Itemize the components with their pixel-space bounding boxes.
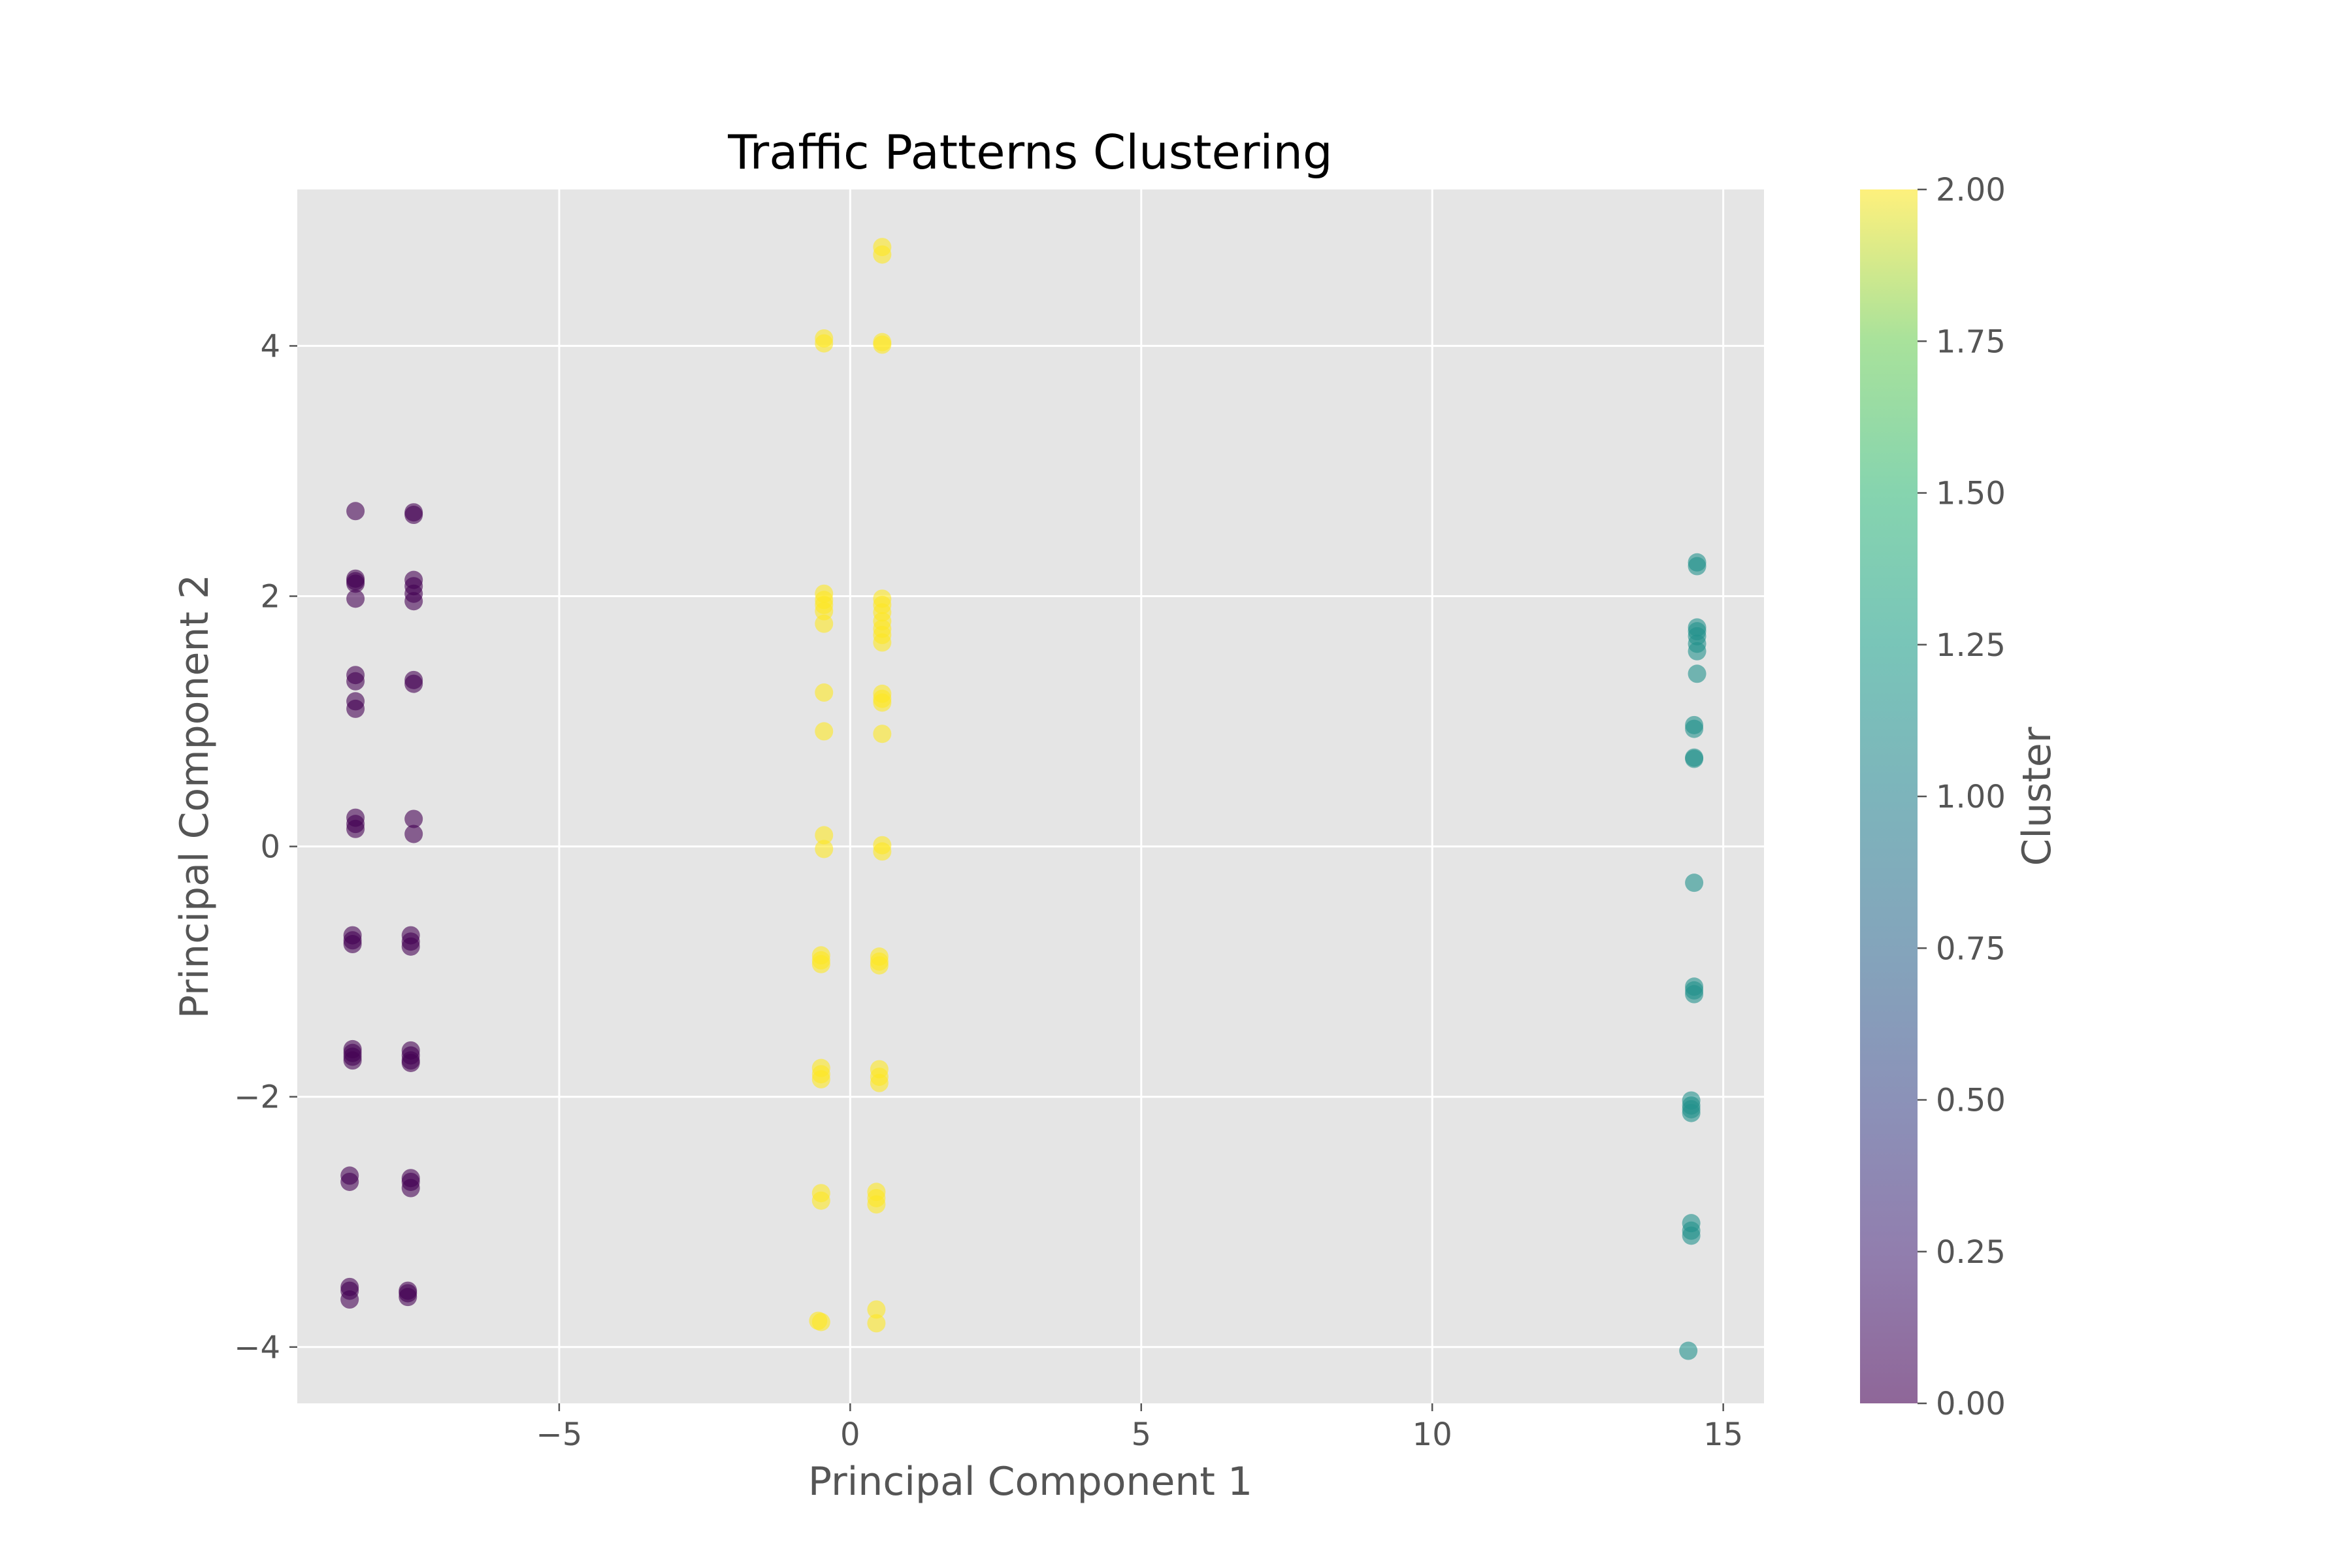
data-point-cluster-0 <box>346 699 365 718</box>
plot-background <box>297 189 1764 1403</box>
data-point-cluster-0 <box>404 506 423 525</box>
data-point-cluster-1 <box>1685 874 1704 892</box>
x-tick-label: 10 <box>1413 1416 1452 1453</box>
data-point-cluster-0 <box>399 1288 417 1307</box>
data-point-cluster-2 <box>815 826 834 845</box>
colorbar-tick-label: 0.75 <box>1936 930 2006 967</box>
data-point-cluster-2 <box>815 683 834 702</box>
data-point-cluster-0 <box>401 1053 420 1072</box>
data-point-cluster-1 <box>1688 664 1707 683</box>
data-point-cluster-0 <box>343 1051 362 1070</box>
data-point-cluster-2 <box>873 693 892 712</box>
colorbar-tick-label: 0.25 <box>1936 1234 2006 1271</box>
colorbar-ticks: 0.00 0.25 0.50 0.75 1.00 1.25 1.50 1.75 2.00 <box>1918 172 2006 1422</box>
data-point-cluster-2 <box>815 722 834 741</box>
colorbar-tick-label: 0.50 <box>1936 1083 2006 1119</box>
data-point-cluster-1 <box>1682 1226 1701 1245</box>
data-point-cluster-1 <box>1685 719 1704 738</box>
y-tick-label: −4 <box>234 1330 280 1366</box>
data-point-cluster-1 <box>1688 642 1707 661</box>
data-point-cluster-1 <box>1682 1103 1701 1122</box>
x-tick-label: −5 <box>536 1416 583 1453</box>
y-tick-label: 0 <box>260 829 280 866</box>
data-point-cluster-0 <box>404 825 423 843</box>
data-point-cluster-1 <box>1688 557 1707 576</box>
colorbar <box>1860 189 1918 1403</box>
data-point-cluster-0 <box>340 1290 359 1309</box>
x-axis-ticks: −5 0 5 10 15 <box>536 1403 1743 1453</box>
data-point-cluster-0 <box>346 572 365 591</box>
colorbar-tick-label: 1.50 <box>1936 476 2006 512</box>
colorbar-label: Cluster <box>2014 727 2060 866</box>
data-point-cluster-1 <box>1685 749 1704 768</box>
y-tick-label: −2 <box>234 1079 280 1116</box>
data-point-cluster-0 <box>401 1179 420 1198</box>
y-axis-label: Principal Component 2 <box>172 574 218 1019</box>
y-tick-label: 2 <box>260 579 280 615</box>
data-point-cluster-2 <box>873 335 892 354</box>
data-point-cluster-0 <box>340 1172 359 1191</box>
data-point-cluster-2 <box>815 840 834 858</box>
data-point-cluster-2 <box>870 1073 889 1092</box>
data-point-cluster-2 <box>815 602 834 621</box>
data-point-cluster-2 <box>815 614 834 633</box>
data-point-cluster-0 <box>346 502 365 521</box>
colorbar-tick-label: 2.00 <box>1936 172 2006 208</box>
data-point-cluster-0 <box>401 937 420 956</box>
colorbar-tick-label: 0.00 <box>1936 1386 2006 1422</box>
data-point-cluster-2 <box>873 245 892 264</box>
y-tick-label: 4 <box>260 328 280 365</box>
data-point-cluster-2 <box>873 725 892 743</box>
data-point-cluster-2 <box>867 1300 886 1319</box>
data-point-cluster-2 <box>815 334 834 353</box>
data-point-cluster-2 <box>873 842 892 861</box>
x-tick-label: 15 <box>1703 1416 1743 1453</box>
data-point-cluster-1 <box>1679 1341 1698 1360</box>
data-point-cluster-2 <box>811 955 830 973</box>
x-tick-label: 5 <box>1131 1416 1151 1453</box>
grid-lines <box>297 189 1764 1403</box>
data-point-cluster-2 <box>811 1070 830 1088</box>
data-point-cluster-2 <box>811 1313 830 1331</box>
data-point-cluster-0 <box>404 592 423 611</box>
colorbar-tick-label: 1.00 <box>1936 779 2006 815</box>
data-point-cluster-0 <box>404 674 423 693</box>
data-point-cluster-2 <box>873 633 892 652</box>
scatter-points <box>340 238 1707 1360</box>
y-axis-ticks: −4 −2 0 2 4 <box>234 328 297 1366</box>
data-point-cluster-2 <box>811 1191 830 1210</box>
data-point-cluster-0 <box>346 589 365 608</box>
colorbar-tick-label: 1.25 <box>1936 627 2006 664</box>
data-point-cluster-1 <box>1685 985 1704 1004</box>
data-point-cluster-0 <box>343 935 362 954</box>
x-axis-label: Principal Component 1 <box>808 1459 1252 1505</box>
chart-title: Traffic Patterns Clustering <box>727 125 1333 180</box>
data-point-cluster-2 <box>867 1195 886 1214</box>
data-point-cluster-2 <box>867 1314 886 1333</box>
x-tick-label: 0 <box>840 1416 860 1453</box>
data-point-cluster-0 <box>346 672 365 691</box>
data-point-cluster-0 <box>346 819 365 838</box>
colorbar-tick-label: 1.75 <box>1936 323 2006 360</box>
data-point-cluster-0 <box>404 809 423 828</box>
data-point-cluster-2 <box>870 956 889 975</box>
